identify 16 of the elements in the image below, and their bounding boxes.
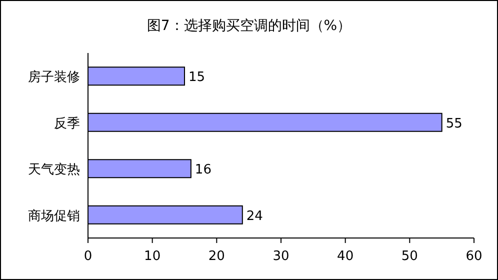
x-tick-label: 40 [337,249,354,264]
y-tick-label: 商场促销 [28,208,80,224]
x-tick-label: 60 [466,249,482,264]
data-label: 16 [194,162,212,178]
x-tick-label: 20 [208,249,225,264]
data-label: 24 [246,208,263,224]
y-tick-label: 房子装修 [28,69,80,86]
y-tick-label: 天气变热 [28,162,80,178]
x-tick-label: 10 [144,249,161,264]
y-tick-label: 反季 [54,116,80,132]
data-label: 15 [188,70,206,86]
x-tick-label: 0 [84,249,92,264]
data-label: 55 [446,116,462,132]
x-tick-label: 30 [272,249,290,264]
chart-title: 图7：选择购买空调的时间（%） [146,18,352,34]
x-tick-label: 50 [401,249,418,264]
